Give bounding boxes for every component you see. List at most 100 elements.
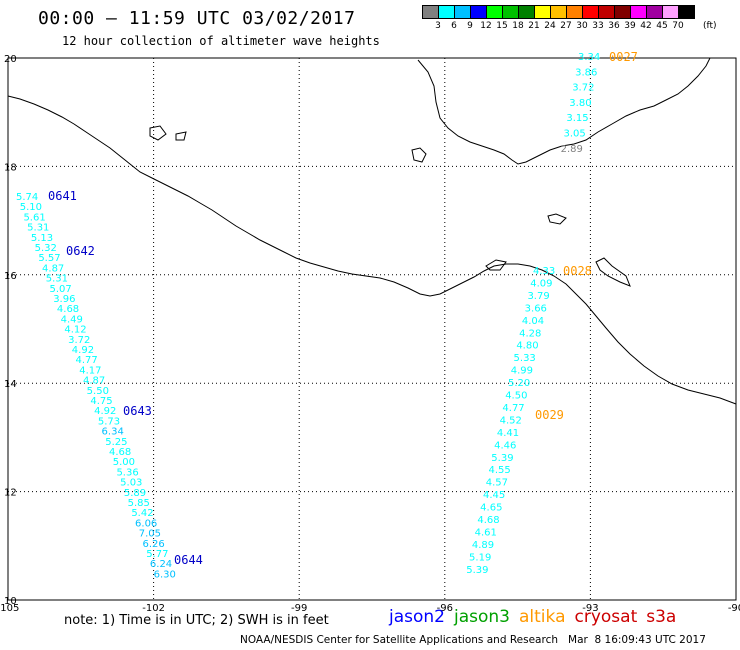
legend-label: 33 [592, 21, 604, 31]
legend-label: 15 [496, 21, 508, 31]
page-title: 00:00 – 11:59 UTC 03/02/2017 [38, 8, 356, 29]
swh-value: 4.55 [489, 465, 511, 476]
swh-value: 5.31 [27, 223, 49, 234]
swh-value: 5.10 [20, 202, 42, 213]
island-3 [595, 257, 631, 287]
legend-label: 27 [560, 21, 572, 31]
swh-value: 4.33 [533, 266, 555, 277]
pass-id: 0643 [123, 404, 152, 418]
swh-value: 4.80 [516, 341, 538, 352]
swh-value: 5.50 [87, 386, 109, 397]
legend-labels: (ft) 3 6 9 12 15 18 21 24 27 30 33 36 39 42 45 70 [422, 19, 716, 33]
swh-value: 4.17 [79, 365, 101, 376]
lat-tick-label: 10 [4, 596, 17, 607]
island-2 [547, 213, 567, 225]
map-frame [7, 57, 737, 601]
map-grid [7, 57, 737, 601]
swh-value: 5.32 [35, 243, 57, 254]
swh-value: 4.04 [522, 316, 544, 327]
swh-value: 3.66 [525, 303, 547, 314]
lon-tick-label: -102 [142, 603, 165, 614]
legend-label: 45 [656, 21, 668, 31]
swh-value: 4.50 [505, 391, 527, 402]
lon-tick-label: -99 [291, 603, 307, 614]
swh-value: 4.92 [72, 345, 94, 356]
swh-value: 6.24 [150, 559, 172, 570]
sat-altika: altika [519, 607, 566, 627]
swh-value: 4.77 [502, 403, 524, 414]
lat-tick-label: 14 [4, 379, 17, 390]
swh-value: 3.79 [527, 291, 549, 302]
coastline-pacific [7, 95, 737, 405]
swh-value: 4.87 [42, 263, 64, 274]
sat-jason3: jason3 [454, 607, 510, 627]
lon-tick-label: -93 [582, 603, 598, 614]
legend-label: 39 [624, 21, 636, 31]
lat-tick-label: 16 [4, 271, 17, 282]
swh-value: 3.05 [564, 129, 586, 140]
swh-value: 4.92 [94, 406, 116, 417]
swh-value: 5.33 [514, 353, 536, 364]
satellite-legend: jason2 jason3 altika cryosat s3a [389, 607, 685, 627]
swh-value: 4.89 [472, 540, 494, 551]
legend-label: 6 [451, 21, 457, 31]
pass-id: 0027 [609, 50, 638, 64]
swh-value: 5.73 [98, 416, 120, 427]
footer-note: note: 1) Time is in UTC; 2) SWH is in fe… [64, 613, 329, 628]
lagoon-1 [485, 259, 507, 271]
swh-value: 5.31 [46, 274, 68, 285]
swh-value: 3.34 [578, 52, 600, 63]
swh-value: 6.26 [142, 539, 164, 550]
credit-line: NOAA/NESDIS Center for Satellite Applica… [240, 634, 706, 646]
legend-label: 36 [608, 21, 620, 31]
swh-value: 3.86 [575, 67, 597, 78]
swh-value: 4.45 [483, 490, 505, 501]
swh-value: 5.13 [31, 233, 53, 244]
swh-value: 5.77 [146, 549, 168, 560]
swh-value: 5.19 [469, 552, 491, 563]
islet-1 [149, 125, 167, 141]
legend-unit: (ft) [703, 21, 717, 31]
swh-value: 4.41 [497, 428, 519, 439]
swh-value: 4.68 [477, 515, 499, 526]
swh-value: 3.96 [53, 294, 75, 305]
lat-tick-label: 18 [4, 162, 17, 173]
swh-value: 4.09 [530, 278, 552, 289]
lon-tick-label: -105 [0, 603, 19, 614]
axis-labels: -105 -102 -99 -96 -93 -90 20 18 16 14 12 10 [0, 54, 740, 614]
sat-cryosat: cryosat [574, 607, 638, 627]
swh-value: 5.85 [128, 498, 150, 509]
swh-value: 3.72 [68, 335, 90, 346]
lon-tick-label: -90 [728, 603, 740, 614]
swh-value: 5.00 [113, 457, 135, 468]
coastline [7, 57, 737, 405]
swh-value: 4.57 [486, 478, 508, 489]
swh-value: 4.61 [475, 527, 497, 538]
legend-label: 21 [528, 21, 540, 31]
islet-2 [175, 131, 187, 141]
color-legend: (ft) 3 6 9 12 15 18 21 24 27 30 33 36 39 42 45 70 [422, 5, 717, 33]
pass-id: 0028 [563, 264, 592, 278]
swh-value: 4.65 [480, 503, 502, 514]
pass-id: 0641 [48, 189, 77, 203]
swh-value: 4.77 [76, 355, 98, 366]
swh-value: 5.03 [120, 478, 142, 489]
swh-value: 5.57 [38, 253, 60, 264]
swh-value: 4.68 [109, 447, 131, 458]
lat-tick-label: 20 [4, 54, 17, 65]
legend-label: 30 [576, 21, 588, 31]
swh-value: 5.07 [49, 284, 71, 295]
swh-value: 4.52 [500, 415, 522, 426]
legend-label: 9 [467, 21, 473, 31]
swh-value: 5.25 [105, 437, 127, 448]
swh-value: 4.28 [519, 328, 541, 339]
swh-value: 5.39 [466, 565, 488, 576]
sat-jason2: jason2 [389, 607, 445, 627]
sat-s3a: s3a [646, 607, 677, 627]
swh-value: 4.75 [90, 396, 112, 407]
legend-label: 70 [672, 21, 684, 31]
swh-values: 5.745.105.615.315.135.325.574.875.315.07… [16, 52, 600, 580]
legend-label: 18 [512, 21, 524, 31]
pass-id: 0644 [174, 553, 203, 567]
